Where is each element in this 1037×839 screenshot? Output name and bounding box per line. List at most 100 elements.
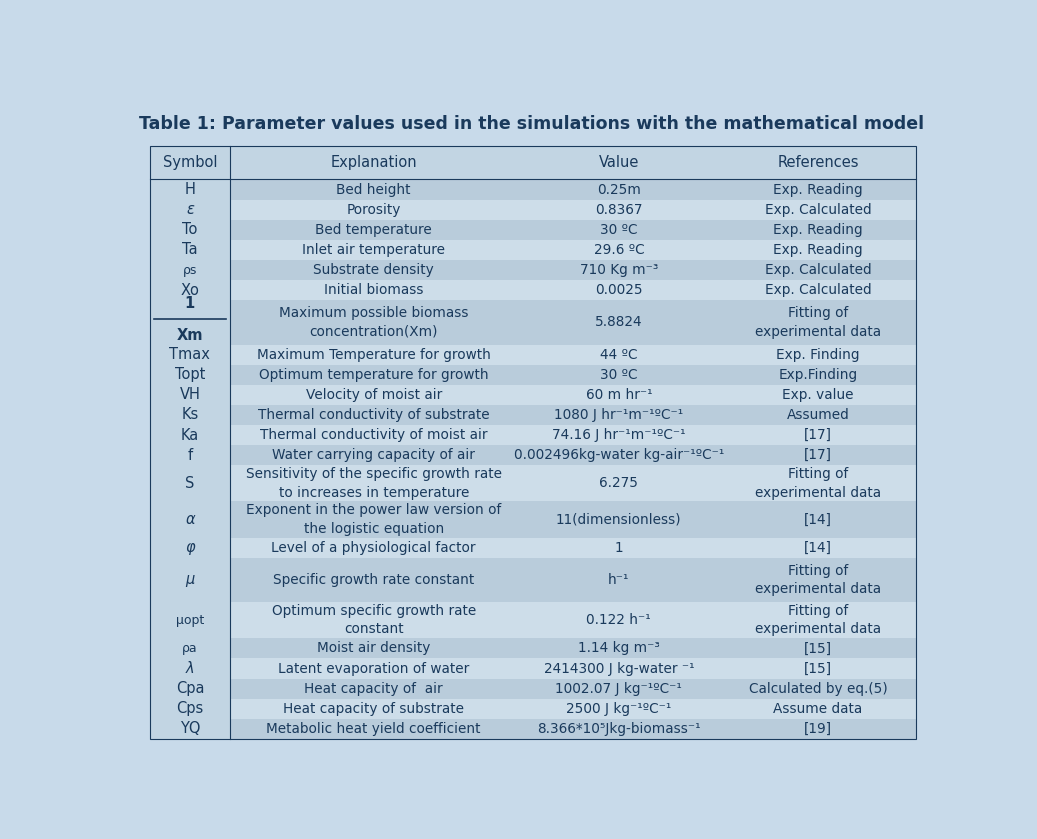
Text: [17]: [17]: [804, 448, 832, 462]
Bar: [517, 466, 721, 502]
Text: 30 ºC: 30 ºC: [600, 223, 638, 237]
Text: Heat capacity of substrate: Heat capacity of substrate: [283, 701, 465, 716]
Bar: [517, 719, 721, 739]
Text: 29.6 ºC: 29.6 ºC: [593, 243, 644, 257]
Text: Inlet air temperature: Inlet air temperature: [302, 243, 445, 257]
Bar: [230, 502, 517, 538]
Text: Maximum possible biomass
concentration(Xm): Maximum possible biomass concentration(X…: [279, 306, 469, 339]
Text: Ka: Ka: [180, 428, 199, 443]
Text: 1080 J hr⁻¹m⁻¹ºC⁻¹: 1080 J hr⁻¹m⁻¹ºC⁻¹: [554, 408, 683, 422]
Bar: [517, 405, 721, 425]
Bar: [230, 345, 517, 365]
Bar: [230, 538, 517, 558]
Bar: [149, 280, 230, 300]
Text: Cpa: Cpa: [175, 681, 204, 696]
Bar: [149, 719, 230, 739]
Text: Exp. Calculated: Exp. Calculated: [764, 263, 871, 277]
Bar: [230, 260, 517, 280]
Text: Porosity: Porosity: [346, 203, 401, 216]
Bar: [517, 446, 721, 466]
Text: f: f: [188, 448, 193, 462]
Text: To: To: [183, 222, 198, 237]
Bar: [149, 638, 230, 659]
Bar: [721, 220, 916, 240]
Text: Sensitivity of the specific growth rate
to increases in temperature: Sensitivity of the specific growth rate …: [246, 467, 502, 499]
Text: Latent evaporation of water: Latent evaporation of water: [278, 661, 470, 675]
Bar: [149, 365, 230, 385]
Bar: [149, 240, 230, 260]
Text: Velocity of moist air: Velocity of moist air: [306, 388, 442, 402]
Text: [15]: [15]: [804, 641, 832, 655]
Bar: [230, 365, 517, 385]
Bar: [149, 466, 230, 502]
Text: ρa: ρa: [183, 642, 198, 655]
Text: 11(dimensionless): 11(dimensionless): [556, 513, 681, 527]
Text: 710 Kg m⁻³: 710 Kg m⁻³: [580, 263, 658, 277]
Text: Ta: Ta: [183, 242, 198, 258]
Text: Exp. value: Exp. value: [782, 388, 853, 402]
Text: [15]: [15]: [804, 661, 832, 675]
Bar: [517, 365, 721, 385]
Bar: [517, 300, 721, 345]
Text: Fitting of
experimental data: Fitting of experimental data: [755, 306, 881, 339]
Bar: [721, 200, 916, 220]
Bar: [517, 240, 721, 260]
Text: μopt: μopt: [176, 613, 204, 627]
Bar: [230, 385, 517, 405]
Text: Thermal conductivity of substrate: Thermal conductivity of substrate: [258, 408, 489, 422]
Bar: [517, 280, 721, 300]
Bar: [517, 602, 721, 638]
Bar: [517, 538, 721, 558]
Bar: [721, 558, 916, 602]
Text: Fitting of
experimental data: Fitting of experimental data: [755, 604, 881, 637]
Text: 1.14 kg m⁻³: 1.14 kg m⁻³: [578, 641, 660, 655]
Bar: [149, 260, 230, 280]
Bar: [721, 425, 916, 446]
Bar: [721, 446, 916, 466]
Bar: [149, 699, 230, 719]
Text: α: α: [186, 512, 195, 527]
Bar: [230, 699, 517, 719]
Bar: [517, 345, 721, 365]
Bar: [517, 220, 721, 240]
Text: Table 1: Parameter values used in the simulations with the mathematical model: Table 1: Parameter values used in the si…: [139, 115, 924, 133]
Text: [14]: [14]: [804, 541, 832, 555]
Text: φ: φ: [186, 540, 195, 555]
Text: 6.275: 6.275: [599, 477, 639, 490]
Text: Metabolic heat yield coefficient: Metabolic heat yield coefficient: [267, 722, 481, 736]
Text: ρs: ρs: [183, 263, 197, 277]
Text: 0.122 h⁻¹: 0.122 h⁻¹: [587, 613, 651, 628]
Text: Fitting of
experimental data: Fitting of experimental data: [755, 564, 881, 597]
Text: ε: ε: [186, 202, 194, 217]
Text: Topt: Topt: [175, 367, 205, 383]
Bar: [149, 345, 230, 365]
Bar: [721, 719, 916, 739]
Bar: [721, 385, 916, 405]
Text: S: S: [186, 476, 195, 491]
Text: 0.002496kg-water kg-air⁻¹ºC⁻¹: 0.002496kg-water kg-air⁻¹ºC⁻¹: [513, 448, 724, 462]
Text: H: H: [185, 182, 195, 197]
Text: 44 ºC: 44 ºC: [600, 347, 638, 362]
Bar: [721, 300, 916, 345]
Text: 8.366*10⁵Jkg-biomass⁻¹: 8.366*10⁵Jkg-biomass⁻¹: [537, 722, 701, 736]
Text: 2500 J kg⁻¹ºC⁻¹: 2500 J kg⁻¹ºC⁻¹: [566, 701, 672, 716]
Text: [17]: [17]: [804, 428, 832, 442]
Bar: [149, 502, 230, 538]
Text: Calculated by eq.(5): Calculated by eq.(5): [749, 681, 888, 696]
Text: 0.8367: 0.8367: [595, 203, 643, 216]
Text: Thermal conductivity of moist air: Thermal conductivity of moist air: [260, 428, 487, 442]
Text: Tmax: Tmax: [169, 347, 211, 362]
Bar: [517, 679, 721, 699]
Text: Exp. Reading: Exp. Reading: [774, 183, 863, 196]
Text: Assumed: Assumed: [787, 408, 849, 422]
Text: Xm: Xm: [176, 327, 203, 342]
Bar: [230, 240, 517, 260]
Text: Bed height: Bed height: [336, 183, 411, 196]
Bar: [517, 638, 721, 659]
Bar: [149, 200, 230, 220]
Text: Substrate density: Substrate density: [313, 263, 435, 277]
Bar: [517, 699, 721, 719]
Text: 1002.07 J kg⁻¹ºC⁻¹: 1002.07 J kg⁻¹ºC⁻¹: [556, 681, 682, 696]
Text: Exp. Reading: Exp. Reading: [774, 223, 863, 237]
Text: Fitting of
experimental data: Fitting of experimental data: [755, 467, 881, 499]
